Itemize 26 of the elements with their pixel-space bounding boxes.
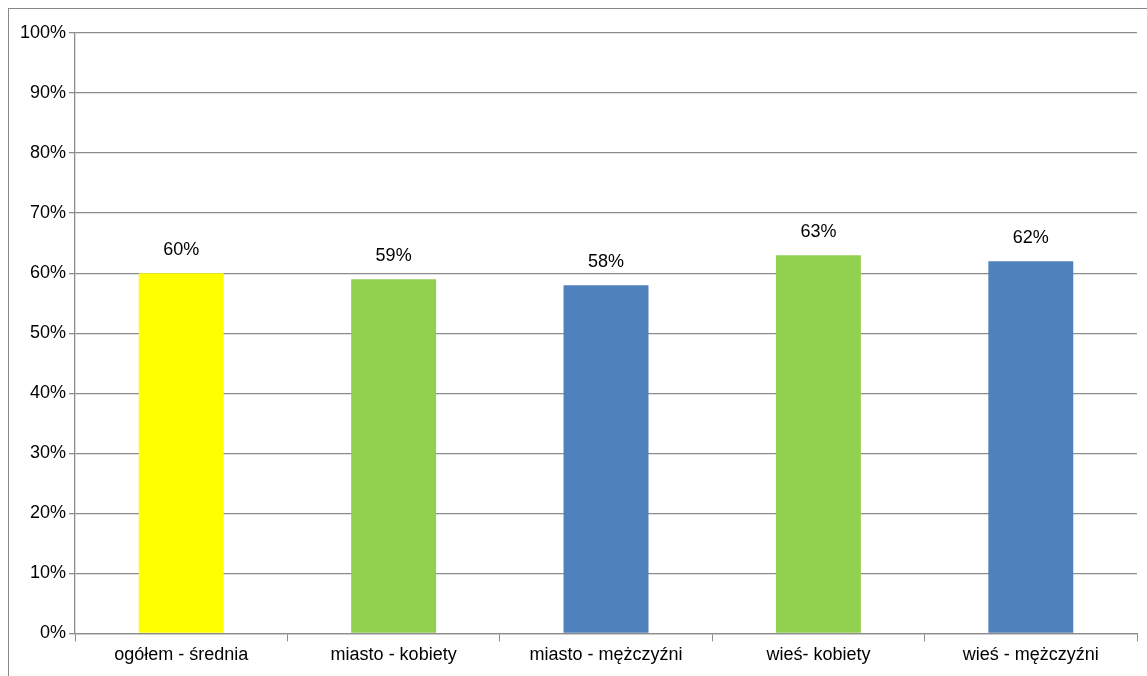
y-tick-label: 10% [30, 562, 67, 583]
y-tick-label: 70% [30, 202, 67, 223]
x-tick-label: miasto - mężczyźni [529, 644, 683, 665]
data-label: 58% [588, 251, 625, 272]
y-tick-label: 50% [30, 322, 67, 343]
y-tick-label: 0% [40, 622, 67, 643]
data-label: 59% [375, 245, 412, 266]
bar [988, 261, 1074, 633]
y-tick-label: 80% [30, 142, 67, 163]
x-tick-label: miasto - kobiety [330, 644, 457, 665]
x-tick-label: ogółem - średnia [114, 644, 250, 665]
y-tick-label: 90% [30, 82, 67, 103]
bar [775, 255, 861, 633]
y-tick-label: 100% [19, 21, 67, 42]
data-label: 62% [1012, 227, 1049, 248]
y-tick-label: 60% [30, 262, 67, 283]
x-tick-label: wieś - mężczyźni [961, 644, 1099, 665]
y-tick-label: 20% [30, 502, 67, 523]
y-tick-label: 30% [30, 442, 67, 463]
bar [351, 279, 437, 633]
data-label: 63% [800, 221, 837, 242]
data-label: 60% [163, 239, 200, 260]
y-tick-label: 40% [30, 382, 67, 403]
x-tick-label: wieś- kobiety [765, 644, 871, 665]
bar [138, 273, 224, 633]
bar [563, 285, 649, 633]
